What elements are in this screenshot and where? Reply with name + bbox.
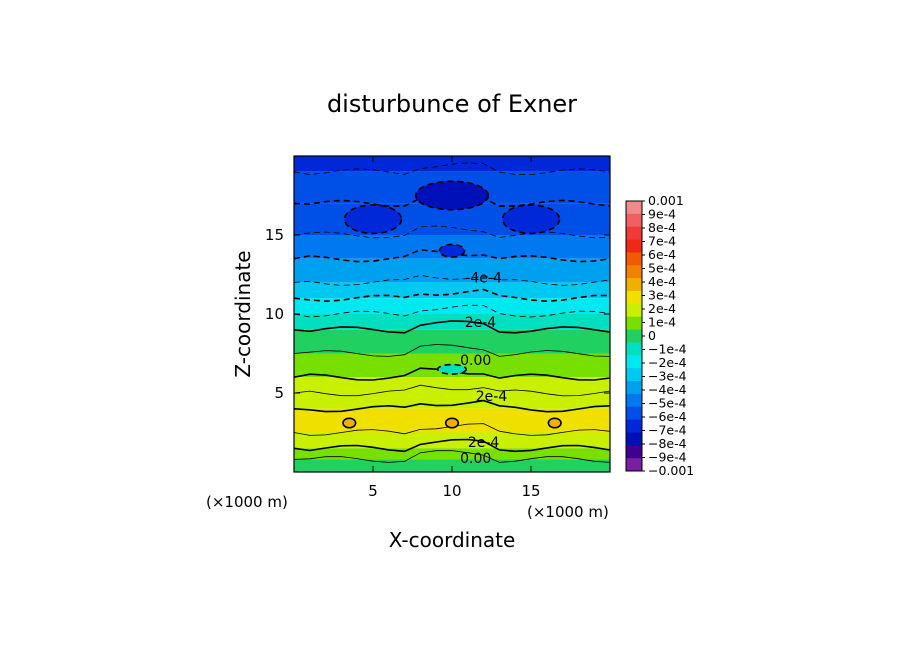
- contour-band: [294, 282, 610, 299]
- colorbar-swatch: [626, 213, 642, 228]
- contour-band: [294, 329, 610, 354]
- contour-high-cell: [436, 363, 468, 375]
- contour-band: [294, 393, 610, 409]
- contour-line: [294, 399, 610, 413]
- contour-line: [294, 344, 610, 357]
- contour-line: [294, 438, 610, 453]
- contour-label: 0.00: [460, 451, 491, 467]
- contour-low-cell: [438, 243, 466, 258]
- colorbar-label: 0.001: [648, 193, 684, 208]
- colorbar-swatch: [626, 265, 642, 279]
- contour-low-cell: [343, 204, 403, 235]
- colorbar-label: −5e-4: [648, 396, 687, 411]
- colorbar-swatch: [626, 291, 642, 305]
- x-tick-label: 10: [442, 482, 461, 500]
- colorbar-label: −0.001: [648, 463, 694, 478]
- contour-low-cell: [501, 204, 561, 235]
- contour-band: [294, 377, 610, 393]
- colorbar-label: 3e-4: [648, 288, 676, 303]
- colorbar-swatch: [626, 316, 642, 331]
- colorbar-swatch: [626, 278, 642, 292]
- contour-line: [294, 304, 610, 318]
- contour-high-cell: [547, 417, 562, 429]
- colorbar-label: −7e-4: [648, 423, 687, 438]
- colorbar-label: −8e-4: [648, 436, 687, 451]
- contour-label: -4e-4: [465, 271, 502, 287]
- contour-line: [294, 384, 610, 397]
- colorbar: 0.0019e-48e-47e-46e-45e-44e-43e-42e-41e-…: [625, 193, 694, 478]
- colorbar-swatch: [626, 226, 642, 241]
- contour-low-cell: [414, 180, 490, 211]
- contour-line: [294, 450, 610, 463]
- contour-label: 2e-4: [468, 435, 500, 451]
- y-tick-label: 15: [265, 226, 284, 244]
- colorbar-swatch: [626, 368, 642, 382]
- y-axis-label: Z-coordinate: [231, 250, 255, 377]
- colorbar-label: 4e-4: [648, 274, 676, 289]
- colorbar-swatch: [626, 381, 642, 395]
- colorbar-swatch: [626, 342, 642, 356]
- colorbar-swatch: [626, 355, 642, 369]
- colorbar-label: 0: [648, 328, 656, 343]
- contour-high-cell: [444, 417, 460, 429]
- y-tick-label: 10: [265, 305, 284, 323]
- y-axis: 5 10 15: [265, 226, 610, 402]
- contour-band: [294, 258, 610, 283]
- colorbar-label: 1e-4: [648, 315, 676, 330]
- colorbar-label: −4e-4: [648, 382, 687, 397]
- x-unit-label: (×1000 m): [206, 493, 288, 511]
- colorbar-label: −6e-4: [648, 409, 687, 424]
- x-tick-label: 15: [521, 482, 540, 500]
- colorbar-label: 2e-4: [648, 301, 676, 316]
- colorbar-label: −2e-4: [648, 355, 687, 370]
- contour-line: [294, 274, 610, 286]
- y-tick-label: 5: [274, 384, 284, 402]
- colorbar-label: 6e-4: [648, 247, 676, 262]
- colorbar-label: 5e-4: [648, 261, 676, 276]
- contour-line: [294, 162, 610, 176]
- colorbar-label: −3e-4: [648, 369, 687, 384]
- colorbar-swatch: [626, 393, 642, 408]
- colorbar-swatch: [626, 419, 642, 433]
- colorbar-label: −1e-4: [648, 342, 687, 357]
- contour-band: [294, 298, 610, 314]
- colorbar-swatch: [626, 329, 642, 343]
- x-axis: 5 10 15: [368, 156, 541, 500]
- z-unit-label: (×1000 m): [527, 503, 609, 521]
- contour-label: 2e-4: [476, 389, 508, 405]
- contour-line: [294, 320, 610, 334]
- contour-line: [294, 225, 610, 239]
- colorbar-swatch: [626, 445, 642, 459]
- contour-label: 2e-4: [465, 315, 497, 331]
- colorbar-swatch: [626, 252, 642, 266]
- contour-band: [294, 314, 610, 330]
- colorbar-swatch: [626, 406, 642, 421]
- colorbar-swatch: [626, 432, 642, 446]
- contour-label: 0.00: [460, 353, 491, 369]
- chart-title: disturbunce of Exner: [327, 90, 577, 118]
- colorbar-label: 7e-4: [648, 234, 676, 249]
- colorbar-swatch: [626, 458, 642, 472]
- colorbar-swatch: [626, 201, 642, 215]
- contour-high-cell: [342, 417, 357, 429]
- colorbar-label: −9e-4: [648, 450, 687, 465]
- colorbar-label: 9e-4: [648, 207, 676, 222]
- x-axis-label: X-coordinate: [389, 528, 516, 552]
- contour-band: [294, 448, 610, 460]
- x-tick-label: 5: [368, 482, 378, 500]
- contour-line: [294, 288, 610, 303]
- colorbar-label: 8e-4: [648, 220, 676, 235]
- colorbar-swatch: [626, 239, 642, 253]
- colorbar-swatch: [626, 303, 642, 318]
